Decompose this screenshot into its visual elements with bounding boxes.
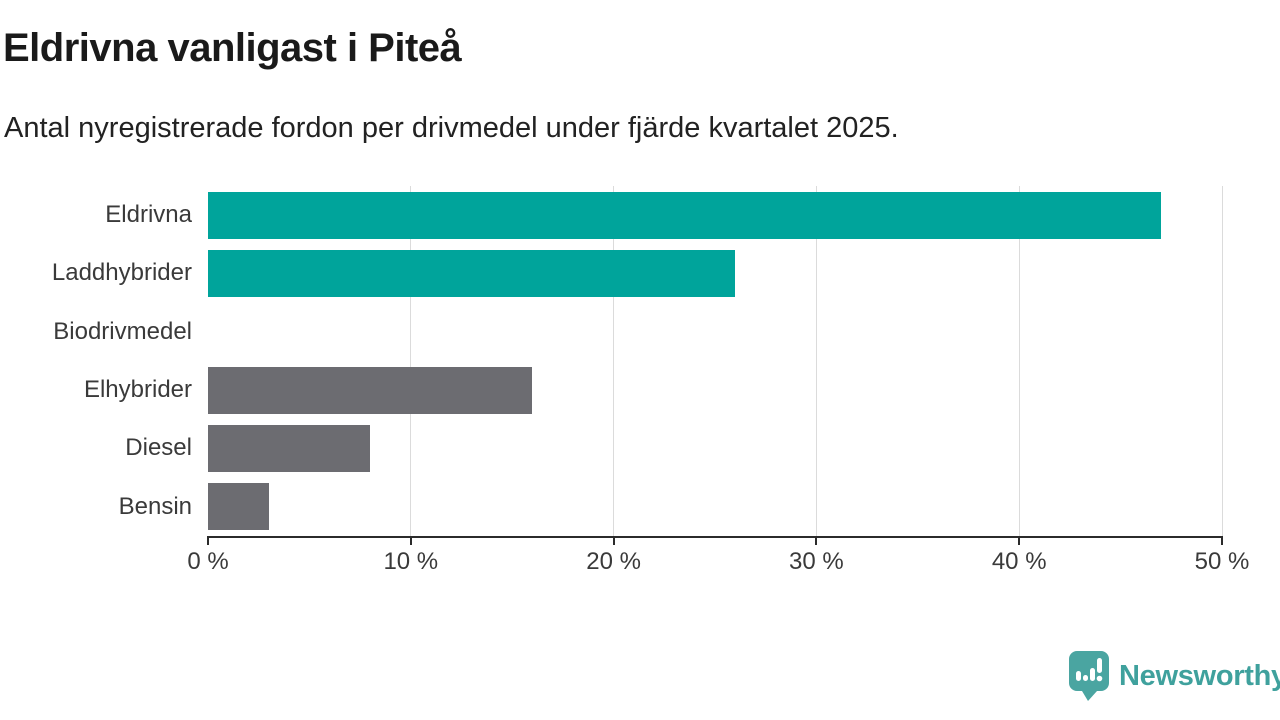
category-label-laddhybrider: Laddhybrider <box>51 259 192 287</box>
gridline-50 <box>1221 186 1223 536</box>
bar-row-bensin: Bensin <box>0 478 1280 536</box>
category-label-eldrivna: Eldrivna <box>105 201 192 229</box>
x-axis-line <box>207 536 1223 538</box>
x-tick-20 <box>612 538 615 545</box>
x-tick-label-0: 0 % <box>187 548 229 575</box>
x-tick-40 <box>1018 538 1021 545</box>
bar-elhybrider <box>208 366 533 414</box>
gridline-20 <box>613 186 615 536</box>
bar-bensin <box>208 483 269 531</box>
category-label-elhybrider: Elhybrider <box>83 376 192 404</box>
bar-row-eldrivna: Eldrivna <box>0 186 1280 244</box>
brand-name: Newsworthy <box>1119 659 1280 692</box>
category-label-bensin: Bensin <box>118 492 192 520</box>
x-tick-label-20: 20 % <box>586 548 641 575</box>
x-tick-label-40: 40 % <box>991 548 1047 575</box>
bar-rows: Eldrivna Laddhybrider Biodrivmedel Elhybrid… <box>0 186 1280 536</box>
bar-row-elhybrider: Elhybrider <box>0 361 1280 419</box>
bar-laddhybrider <box>208 250 736 297</box>
category-label-diesel: Diesel <box>125 434 192 462</box>
x-tick-label-50: 50 % <box>1194 548 1250 575</box>
bar-row-diesel: Diesel <box>0 419 1280 477</box>
newsworthy-logo-icon <box>1069 651 1109 701</box>
x-tick-50 <box>1221 538 1223 545</box>
brand-footer: Newsworthy <box>1068 650 1280 702</box>
bar-row-laddhybrider: Laddhybrider <box>0 244 1280 302</box>
gridline-10 <box>410 186 412 536</box>
category-label-biodrivmedel: Biodrivmedel <box>53 317 192 345</box>
bar-diesel <box>208 425 371 472</box>
x-tick-label-10: 10 % <box>383 548 439 575</box>
gridline-30 <box>815 186 817 536</box>
bar-eldrivna <box>208 191 1162 239</box>
x-tick-30 <box>815 538 818 545</box>
x-tick-10 <box>409 538 412 545</box>
chart-title: Eldrivna vanligast i Piteå <box>3 26 462 70</box>
gridline-40 <box>1018 186 1020 536</box>
chart-subtitle: Antal nyregistrerade fordon per drivmede… <box>4 112 899 144</box>
x-tick-0 <box>207 538 209 545</box>
bar-row-biodrivmedel: Biodrivmedel <box>0 303 1280 361</box>
x-tick-label-30: 30 % <box>789 548 844 575</box>
